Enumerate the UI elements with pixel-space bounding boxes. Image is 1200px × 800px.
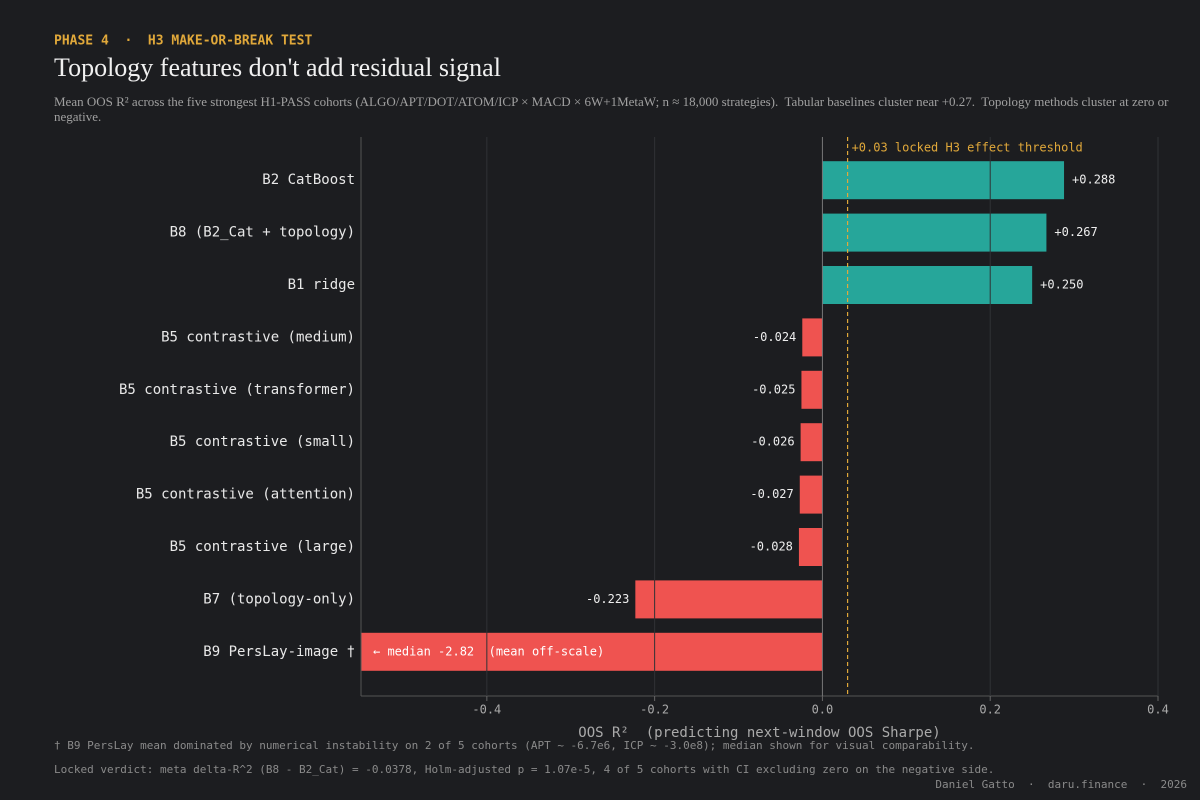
data-label: ← median -2.82 (mean off-scale) <box>373 644 604 658</box>
x-tick-label: -0.2 <box>640 703 669 717</box>
x-tick-label: 0.4 <box>1147 703 1169 717</box>
y-tick-label: B1 ridge <box>288 277 355 293</box>
y-tick-label: B2 CatBoost <box>262 172 355 188</box>
subtitle: Mean OOS R² across the five strongest H1… <box>54 94 1172 124</box>
bar <box>800 423 823 462</box>
x-tick-label: 0.0 <box>812 703 834 717</box>
data-label: +0.288 <box>1072 173 1115 187</box>
y-tick-label: B8 (B2_Cat + topology) <box>170 225 355 241</box>
data-label: -0.027 <box>750 487 793 501</box>
data-label: -0.026 <box>751 435 794 449</box>
y-tick-label: B5 contrastive (small) <box>170 434 355 450</box>
x-tick-label: -0.4 <box>472 703 501 717</box>
chart-title: Topology features don't add residual sig… <box>54 53 501 82</box>
threshold-label: +0.03 locked H3 effect threshold <box>852 141 1083 155</box>
subtitle-box: Mean OOS R² across the five strongest H1… <box>54 94 1172 124</box>
data-label: -0.028 <box>750 540 793 554</box>
footnote: † B9 PersLay mean dominated by numerical… <box>54 739 975 752</box>
bar <box>822 161 1065 200</box>
data-label: +0.267 <box>1054 225 1097 239</box>
y-tick-label: B5 contrastive (large) <box>170 539 355 555</box>
y-tick-label: B9 PersLay-image † <box>203 644 355 660</box>
bar <box>822 213 1047 252</box>
data-label: +0.250 <box>1040 278 1083 292</box>
data-label: -0.025 <box>752 382 795 396</box>
data-label: -0.223 <box>586 592 629 606</box>
bar <box>361 632 823 671</box>
bar <box>635 580 823 619</box>
plot-area <box>361 161 1065 671</box>
bar <box>799 475 823 514</box>
y-tick-label: B5 contrastive (transformer) <box>119 382 355 398</box>
y-tick-label: B5 contrastive (medium) <box>161 329 355 345</box>
y-tick-label: B7 (topology-only) <box>203 591 355 607</box>
bar <box>822 266 1033 304</box>
bar <box>798 528 823 566</box>
x-axis-label: OOS R² (predicting next-window OOS Sharp… <box>578 725 940 741</box>
footnote: Locked verdict: meta delta-R^2 (B8 - B2_… <box>54 763 994 776</box>
data-label: -0.024 <box>753 330 796 344</box>
credit: Daniel Gatto · daru.finance · 2026 <box>935 778 1187 791</box>
x-tick-label: 0.2 <box>979 703 1001 717</box>
bar <box>802 318 823 357</box>
y-tick-label: B5 contrastive (attention) <box>136 487 355 503</box>
bar <box>801 370 823 409</box>
eyebrow: PHASE 4 · H3 MAKE-OR-BREAK TEST <box>54 34 312 49</box>
